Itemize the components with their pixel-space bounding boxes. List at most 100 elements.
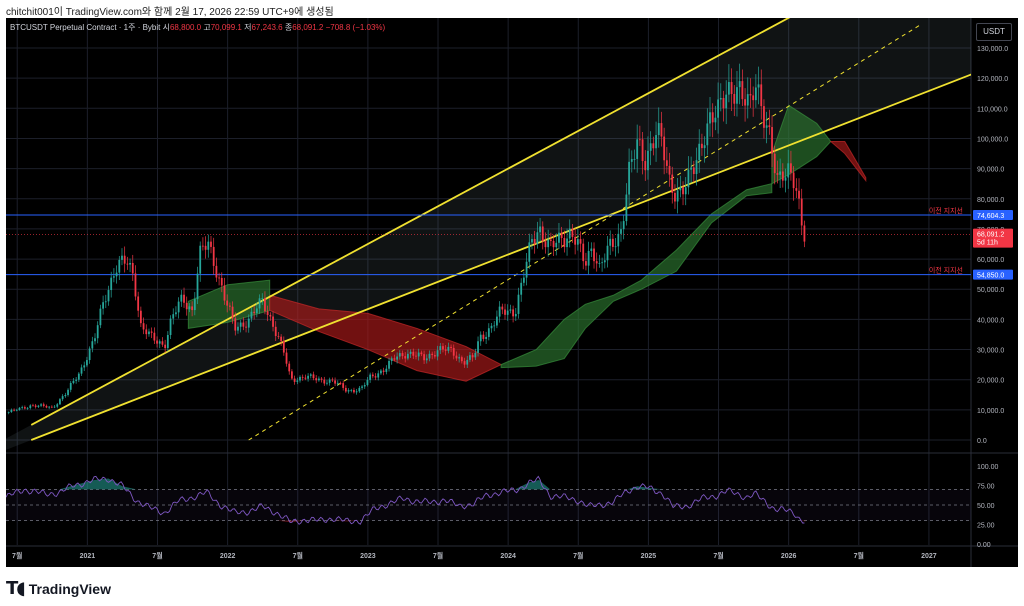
candle-body [657, 123, 660, 136]
candle-body [69, 383, 72, 390]
candle-body [630, 159, 633, 162]
candle-body [566, 238, 568, 248]
candle-body [336, 382, 339, 384]
channel-upper-line [30, 18, 791, 426]
tradingview-brand[interactable]: T◖ TradingView [6, 578, 111, 599]
time-tick-label: 7월 [12, 551, 22, 560]
candle-body [37, 405, 40, 407]
candle-body [137, 296, 140, 311]
candle-body [355, 391, 358, 393]
candle-body [326, 382, 328, 384]
candle-body [655, 135, 657, 149]
candle-body [717, 99, 719, 118]
open-label: 시 [162, 23, 170, 32]
candle-body [323, 379, 326, 384]
candle-body [514, 313, 517, 317]
candle-body [574, 236, 577, 245]
candle-body [539, 226, 541, 233]
candle-body [237, 326, 239, 331]
rsi-tick-label: 75.00 [977, 484, 995, 491]
candle-body [10, 409, 13, 413]
currency-button[interactable]: USDT [976, 23, 1012, 41]
candle-body [444, 349, 447, 351]
candle-body [234, 318, 237, 331]
time-tick-label: 2024 [500, 553, 516, 560]
candle-body [746, 94, 749, 106]
candle-body [150, 331, 153, 333]
candle-body [199, 245, 202, 274]
candle-body [226, 300, 229, 306]
candle-body [277, 336, 280, 337]
candle-body [436, 350, 439, 357]
candle-body [353, 389, 355, 393]
candle-body [358, 387, 361, 392]
candle-body [582, 243, 585, 262]
candle-body [609, 238, 612, 246]
candle-body [121, 255, 123, 260]
candle-body [350, 389, 353, 391]
channel-lower-line [30, 73, 971, 441]
candle-body [239, 322, 242, 327]
candle-body [193, 299, 196, 311]
candle-body [695, 160, 698, 175]
candle-body [261, 298, 264, 300]
candle-body [644, 161, 647, 171]
time-tick-label: 2027 [921, 553, 937, 560]
candle-body [684, 187, 687, 195]
candle-body [450, 346, 452, 348]
candle-body [439, 346, 442, 351]
candle-body [112, 276, 115, 278]
candle-body [458, 357, 461, 359]
candle-body [363, 385, 366, 387]
candle-body [722, 97, 725, 109]
candle-body [107, 290, 110, 302]
candle-body [749, 94, 752, 96]
candle-body [471, 355, 474, 358]
candle-body [614, 246, 617, 248]
candle-body [161, 341, 164, 345]
candle-body [787, 163, 790, 178]
chart-frame[interactable]: 이전 지지선 이전 지지선 130,000.0 120,000.0 110,000.0 1… [6, 18, 1018, 567]
candle-body [463, 361, 466, 365]
tradingview-logo-icon: T◖ [6, 578, 26, 599]
candle-body [647, 150, 649, 171]
candle-body [269, 314, 272, 317]
candle-body [61, 396, 64, 400]
candle-body [509, 309, 512, 311]
candle-body [528, 242, 531, 262]
candle-body [703, 145, 706, 149]
candle-body [77, 373, 80, 380]
candle-body [598, 263, 601, 264]
candle-body [304, 377, 307, 379]
candle-body [231, 306, 234, 319]
candle-body [169, 318, 172, 336]
candle-body [50, 406, 53, 408]
candle-body [773, 153, 776, 174]
candle-body [385, 368, 388, 372]
candle-body [301, 376, 304, 378]
candle-body [29, 405, 32, 408]
candle-body [665, 160, 668, 166]
candle-body [266, 311, 269, 315]
candle-body [736, 87, 738, 104]
candle-body [506, 310, 509, 315]
candle-body [417, 352, 420, 357]
candle-body [768, 125, 771, 128]
candle-body [75, 379, 78, 381]
candle-body [663, 136, 666, 161]
candle-body [56, 404, 59, 407]
candle-body [800, 198, 803, 226]
candle-body [676, 190, 679, 202]
candle-body [714, 117, 717, 123]
main-pane [6, 18, 971, 450]
candle-body [347, 390, 350, 392]
candle-body [679, 186, 682, 191]
rsi-tick-label: 25.00 [977, 523, 995, 530]
candle-body [563, 237, 566, 248]
candle-body [94, 338, 96, 342]
candle-body [293, 378, 296, 382]
candle-body [706, 123, 709, 146]
candle-body [315, 378, 318, 381]
candle-body [242, 322, 245, 327]
